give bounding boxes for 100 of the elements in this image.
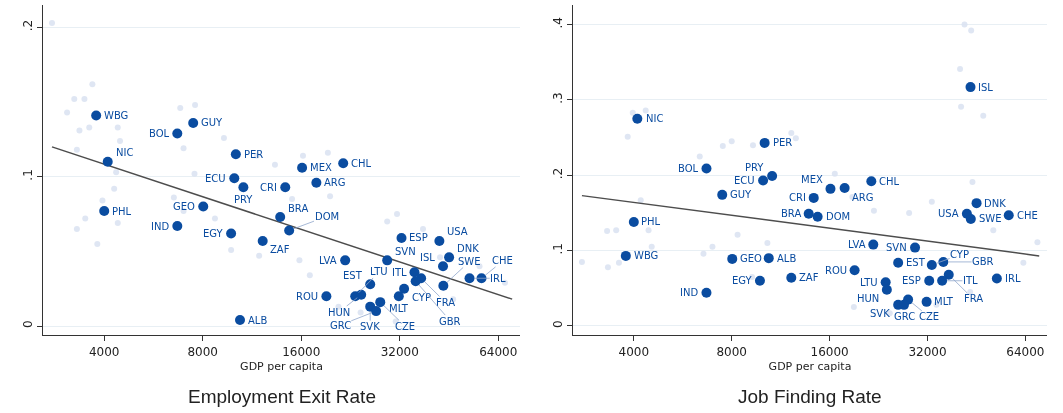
- x-axis-title: GDP per capita: [240, 359, 323, 373]
- series-label: IND: [151, 221, 170, 232]
- series-label: BOL: [149, 128, 170, 139]
- x-tick-label: 16000: [810, 344, 849, 359]
- x-tick-label: 16000: [282, 344, 321, 359]
- series-label: LTU: [370, 266, 388, 277]
- y-tick-label: .4: [551, 17, 565, 29]
- y-tick-label: .2: [21, 19, 35, 32]
- y-tick-label: .3: [551, 92, 565, 104]
- text: GBR: [972, 256, 994, 267]
- x-tick-label: 32000: [380, 344, 419, 359]
- y-tick-label: .1: [21, 169, 35, 181]
- series-label: IND: [680, 287, 699, 298]
- series-label: ESP: [902, 275, 921, 286]
- series-label: ROU: [296, 291, 319, 302]
- series-label: WBG: [634, 250, 659, 261]
- series-label: CYP: [950, 249, 969, 260]
- series-label: CHE: [492, 255, 513, 266]
- series-label: SVK: [870, 308, 891, 319]
- series-label: NIC: [116, 147, 134, 158]
- series-label: CYP: [412, 292, 431, 303]
- series-label: ARG: [852, 192, 874, 203]
- series-label: GUY: [730, 189, 753, 200]
- series-label: CHE: [1017, 210, 1038, 221]
- series-label: ALB: [248, 315, 268, 326]
- series-label: SVK: [360, 321, 381, 332]
- series-label: HUN: [328, 307, 351, 318]
- text: Employment Exit Rate: [188, 386, 376, 407]
- series-label: USA: [938, 208, 959, 219]
- series-label: PER: [773, 137, 793, 148]
- series-label: DNK: [457, 243, 480, 254]
- y-tick-label: 0: [21, 320, 35, 329]
- text: GRC: [330, 320, 352, 331]
- series-label: WBG: [104, 110, 129, 121]
- series-label: BRA: [288, 203, 309, 214]
- series-label: EST: [343, 270, 363, 281]
- series-label: ISL: [978, 82, 994, 93]
- series-label: ITL: [392, 267, 408, 278]
- series-label: MLT: [389, 303, 409, 314]
- x-tick-label: 64000: [1006, 344, 1045, 359]
- series-label: BOL: [678, 163, 699, 174]
- series-label: ARG: [324, 177, 346, 188]
- series-label: DNK: [984, 198, 1007, 209]
- series-label: HUN: [857, 293, 880, 304]
- series-label: GUY: [201, 117, 224, 128]
- series-label: LVA: [319, 255, 337, 266]
- y-tick-label: .1: [551, 243, 565, 255]
- x-tick-label: 8000: [716, 344, 747, 359]
- y-tick-label: 0: [551, 320, 565, 328]
- series-label: FRA: [436, 297, 456, 308]
- series-label: SVN: [395, 246, 416, 257]
- x-tick-label: 4000: [88, 344, 120, 359]
- series-label: CHL: [879, 176, 900, 187]
- series-label: EGY: [203, 228, 224, 239]
- x-tick-label: 4000: [618, 344, 650, 359]
- text: DOM: [315, 211, 340, 222]
- x-tick-label: 32000: [908, 344, 947, 359]
- series-label: ROU: [825, 265, 848, 276]
- x-tick-label: 64000: [479, 344, 518, 359]
- series-label: IRL: [490, 273, 506, 284]
- series-label: ALB: [777, 253, 797, 264]
- series-label: SWE: [458, 256, 481, 267]
- series-label: CZE: [919, 311, 940, 322]
- series-label: DOM: [826, 211, 851, 222]
- text: GBR: [439, 316, 461, 327]
- series-label: LTU: [860, 277, 878, 288]
- series-label: SWE: [979, 213, 1002, 224]
- series-label: MEX: [310, 162, 332, 173]
- series-label: PHL: [112, 206, 132, 217]
- series-label: PRY: [234, 194, 254, 205]
- series-label: ECU: [205, 173, 226, 184]
- series-label: ECU: [734, 175, 755, 186]
- series-label: CZE: [395, 321, 416, 332]
- series-label: MEX: [801, 174, 823, 185]
- series-label: CHL: [351, 158, 372, 169]
- series-label: PHL: [641, 216, 661, 227]
- series-label: BRA: [781, 208, 802, 219]
- series-label: GRC: [894, 311, 916, 322]
- series-label: ZAF: [799, 272, 819, 283]
- series-label: EST: [906, 257, 926, 268]
- series-label: USA: [447, 226, 468, 237]
- series-label: PRY: [745, 162, 765, 173]
- series-label: ESP: [409, 232, 428, 243]
- series-label: LVA: [848, 239, 866, 250]
- series-label: ITL: [963, 275, 979, 286]
- series-label: EGY: [732, 275, 753, 286]
- series-label: IRL: [1005, 273, 1021, 284]
- series-label: CRI: [789, 192, 806, 203]
- series-label: MLT: [934, 296, 954, 307]
- series-label: PER: [244, 149, 264, 160]
- y-tick-label: .2: [551, 167, 565, 180]
- x-axis-title: GDP per capita: [768, 359, 852, 373]
- text: Job Finding Rate: [738, 386, 882, 407]
- x-tick-label: 8000: [187, 344, 218, 359]
- series-label: NIC: [646, 113, 664, 124]
- series-label: ZAF: [270, 244, 290, 255]
- series-label: FRA: [964, 293, 984, 304]
- series-label: GEO: [173, 201, 196, 212]
- series-label: GEO: [740, 253, 763, 264]
- series-label: ISL: [420, 252, 436, 263]
